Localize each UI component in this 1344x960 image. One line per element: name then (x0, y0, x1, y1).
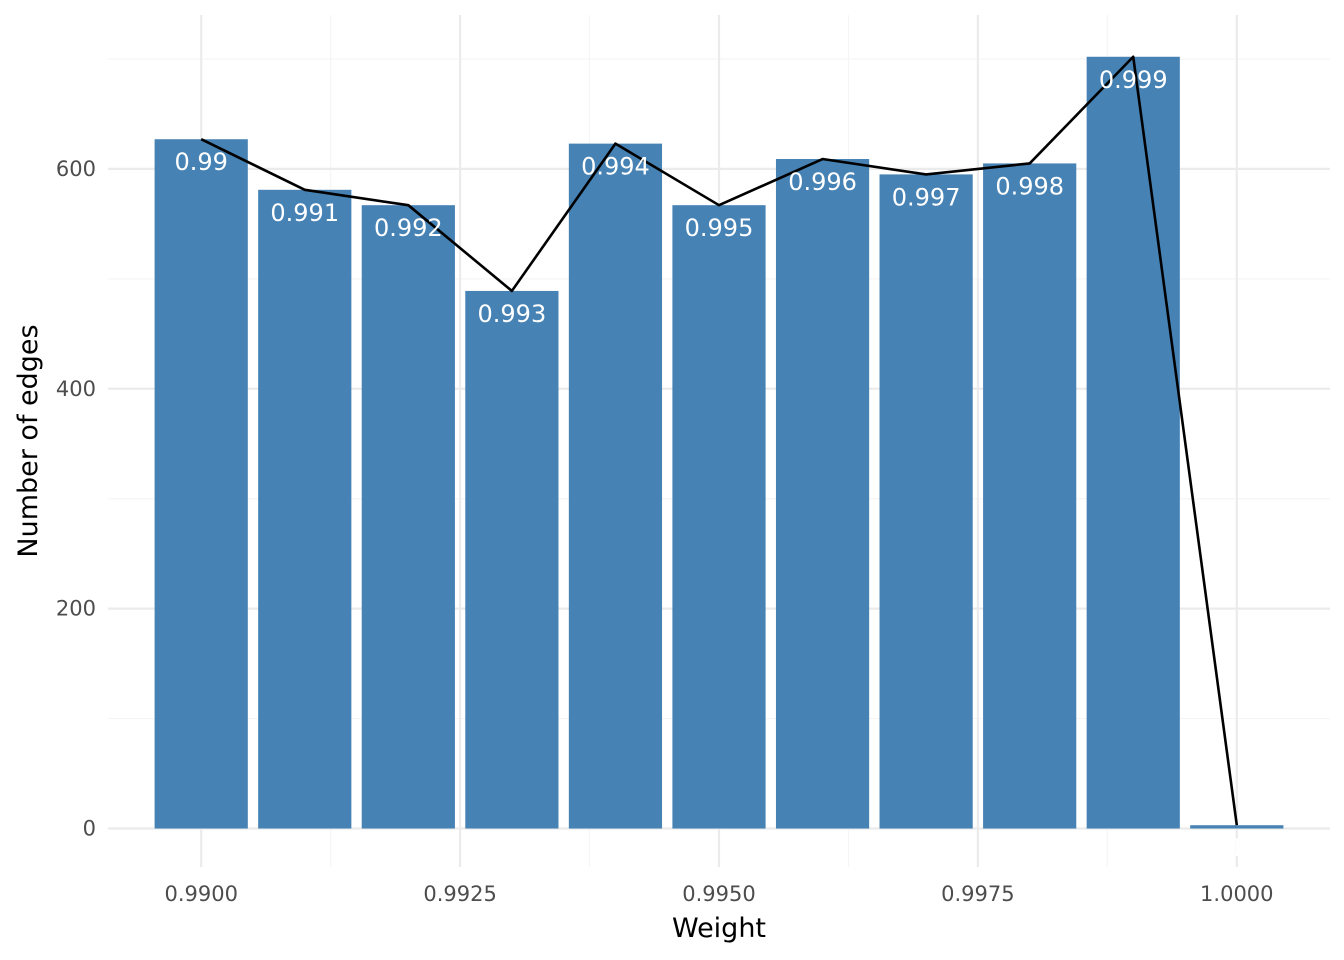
bar (465, 290, 559, 829)
bar-label: 0.991 (270, 199, 339, 227)
bar-label: 0.996 (788, 168, 857, 196)
bar (1086, 56, 1180, 829)
x-tick-label: 0.9900 (164, 882, 237, 906)
x-tick-label: 0.9925 (423, 882, 496, 906)
y-tick-label: 0 (83, 817, 96, 841)
bar (568, 143, 663, 829)
bar (672, 205, 766, 829)
bar-label: 0.995 (685, 214, 754, 242)
y-axis-title: Number of edges (13, 324, 44, 557)
overlay-line (200, 55, 1239, 826)
bar-label: 0.997 (892, 183, 961, 211)
bar-label: 0.992 (374, 214, 443, 242)
x-tick-label: 0.9975 (941, 882, 1014, 906)
overlay-line-layer (200, 55, 1239, 826)
bar-labels: 0.99 0.991 0.992 0.993 0.994 0.995 0.996 0.997 0… (174, 66, 1244, 862)
bars (154, 56, 1284, 829)
bar-label: 0.993 (478, 300, 547, 328)
bar (775, 159, 870, 829)
y-tick-label: 200 (56, 597, 96, 621)
bar-label: 0.998 (995, 172, 1064, 200)
bar (879, 174, 973, 829)
bar (983, 163, 1077, 829)
bar (361, 205, 455, 829)
x-tick-label: 1.0000 (1200, 882, 1273, 906)
bar-label: 0.99 (174, 148, 227, 176)
bar-label: 0.994 (581, 153, 650, 181)
y-tick-label: 400 (56, 377, 96, 401)
x-axis-title: Weight (672, 913, 766, 944)
y-axis-ticks: 0 200 400 600 (56, 157, 96, 841)
bar (154, 139, 248, 829)
bar (258, 189, 352, 829)
bar-label: 1 (1229, 834, 1244, 862)
y-tick-label: 600 (56, 157, 96, 181)
x-axis-ticks: 0.9900 0.9925 0.9950 0.9975 1.0000 (164, 882, 1273, 906)
bar-label: 0.999 (1099, 66, 1168, 94)
x-tick-label: 0.9950 (682, 882, 755, 906)
bar (1190, 825, 1284, 829)
